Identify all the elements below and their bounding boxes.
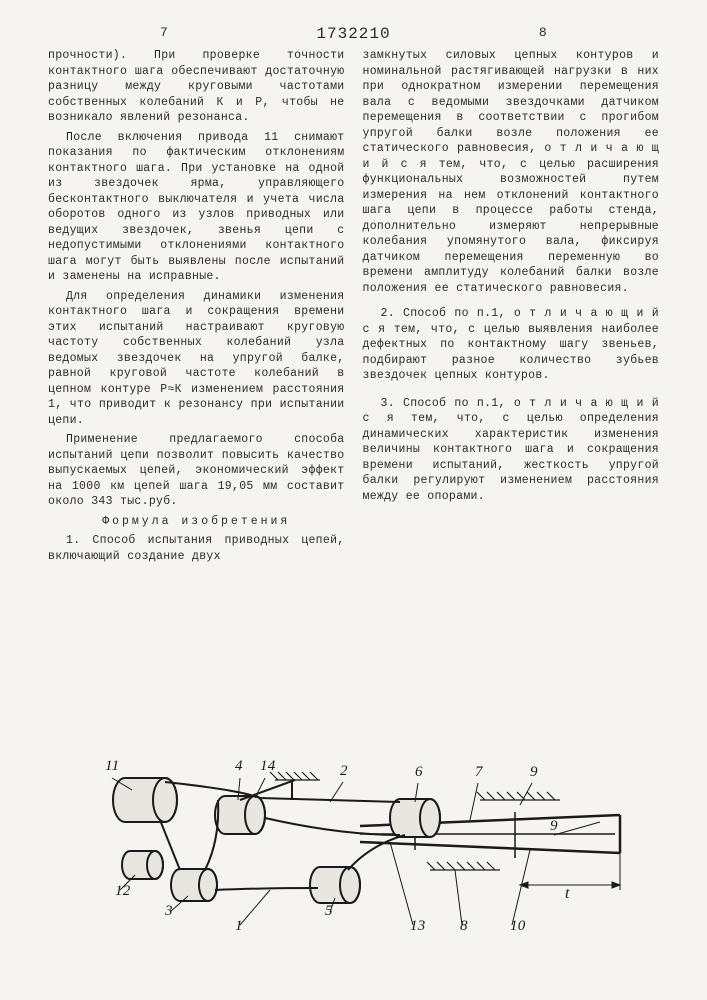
page-number-left: 7: [160, 24, 168, 42]
paragraph: Применение предлагаемого способа испытан…: [48, 432, 345, 510]
svg-text:9: 9: [530, 764, 538, 780]
figure-svg: t: [60, 740, 650, 970]
svg-text:9: 9: [550, 818, 558, 834]
left-column: прочности). При проверке точности контак…: [48, 48, 345, 569]
svg-text:2: 2: [340, 763, 348, 779]
formula-title: Формула изобретения: [48, 514, 345, 530]
svg-text:3: 3: [164, 903, 173, 919]
paragraph: 3. Способ по п.1, о т л и ч а ю щ и й с …: [363, 396, 660, 505]
svg-text:10: 10: [510, 918, 526, 934]
svg-text:7: 7: [475, 764, 484, 780]
svg-text:14: 14: [260, 758, 276, 774]
svg-text:6: 6: [415, 764, 423, 780]
page-number-right: 8: [539, 24, 547, 42]
paragraph: 2. Способ по п.1, о т л и ч а ю щ и й с …: [363, 306, 660, 384]
text-columns: прочности). При проверке точности контак…: [48, 48, 659, 569]
svg-text:4: 4: [235, 758, 243, 774]
right-column: замкнутых силовых цепных контуров и номи…: [363, 48, 660, 569]
svg-text:t: t: [565, 885, 570, 902]
document-number: 1732210: [316, 24, 390, 46]
technical-figure: t: [60, 740, 650, 970]
paragraph: прочности). При проверке точности контак…: [48, 48, 345, 126]
svg-text:8: 8: [460, 918, 468, 934]
svg-text:5: 5: [325, 903, 333, 919]
paragraph: замкнутых силовых цепных контуров и номи…: [363, 48, 660, 296]
paragraph: После включения привода 11 снимают показ…: [48, 130, 345, 285]
svg-text:13: 13: [410, 918, 426, 934]
paragraph: 1. Способ испытания приводных цепей, вкл…: [48, 533, 345, 564]
paragraph: Для определения динамики изменения конта…: [48, 289, 345, 429]
svg-text:12: 12: [115, 883, 131, 899]
svg-text:11: 11: [105, 758, 120, 774]
svg-text:1: 1: [235, 918, 243, 934]
